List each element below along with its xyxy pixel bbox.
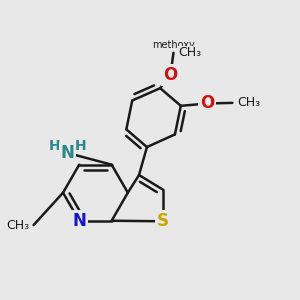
Text: N: N: [61, 144, 74, 162]
Text: O: O: [200, 94, 214, 112]
Text: methoxy: methoxy: [152, 40, 195, 50]
Text: CH₃: CH₃: [237, 96, 260, 110]
Text: CH₃: CH₃: [6, 219, 29, 232]
Text: H: H: [48, 139, 60, 153]
Text: H: H: [75, 139, 86, 153]
Text: S: S: [157, 212, 169, 230]
Text: O: O: [164, 66, 178, 84]
Text: N: N: [72, 212, 86, 230]
Text: CH₃: CH₃: [178, 46, 201, 59]
